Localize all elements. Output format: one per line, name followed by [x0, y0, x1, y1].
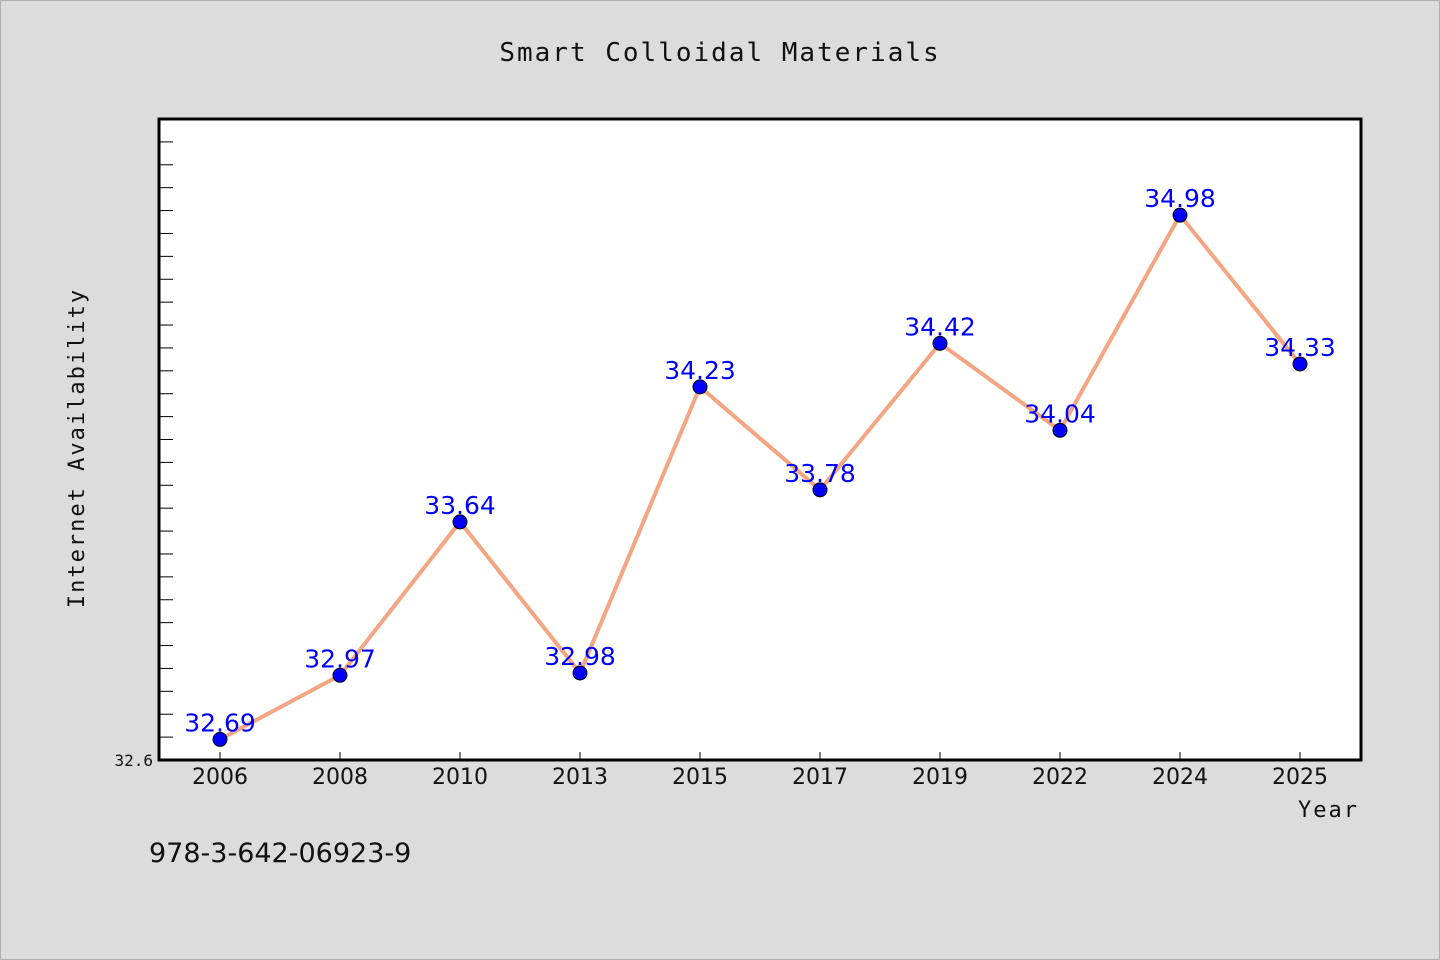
- plot-frame: [157, 117, 1363, 762]
- y-tick-label: 32.6: [114, 751, 153, 770]
- data-markers: [212, 207, 1308, 747]
- data-label: 32.69: [184, 708, 256, 737]
- x-tick-label: 2025: [1272, 765, 1328, 790]
- data-point: [812, 482, 828, 498]
- chart-title: Smart Colloidal Materials: [499, 38, 940, 68]
- data-point: [1172, 207, 1188, 223]
- data-label: 34.04: [1024, 399, 1096, 428]
- data-label: 34.33: [1264, 333, 1336, 362]
- x-tick-label: 2017: [792, 765, 848, 790]
- data-point: [1292, 356, 1308, 372]
- data-point: [212, 731, 228, 747]
- data-point: [572, 665, 588, 681]
- data-label: 33.78: [784, 459, 856, 488]
- series-line-group: [219, 213, 1302, 742]
- x-tick-label: 2015: [672, 765, 728, 790]
- data-label: 34.42: [904, 312, 976, 341]
- data-labels: 32.69 32.97 33.64 32.98 34.23 33.78 34.42 34.04…: [184, 184, 1336, 737]
- data-point: [332, 667, 348, 683]
- y-tick-labels: 32.6: [114, 751, 153, 770]
- data-point: [932, 335, 948, 351]
- data-label: 33.64: [424, 491, 496, 520]
- x-tick-label: 2010: [432, 765, 488, 790]
- x-tick-labels: 2006 2008 2010 2013 2015 2017 2019 2022 2024 2025: [192, 765, 1328, 790]
- y-axis-label: Internet Availability: [65, 288, 90, 608]
- isbn-footer: 978-3-642-06923-9: [149, 838, 411, 869]
- data-label: 34.98: [1144, 184, 1216, 213]
- data-point: [1052, 422, 1068, 438]
- data-point: [452, 514, 468, 530]
- x-tick-label: 2006: [192, 765, 248, 790]
- x-axis-label: Year: [1298, 798, 1359, 823]
- x-tick-label: 2024: [1152, 765, 1208, 790]
- x-tick-label: 2019: [912, 765, 968, 790]
- series-line: [219, 213, 1302, 742]
- data-point: [692, 379, 708, 395]
- data-label: 32.98: [544, 642, 616, 671]
- data-label: 34.23: [664, 356, 736, 385]
- y-minor-ticks: [159, 141, 173, 738]
- x-tick-label: 2022: [1032, 765, 1088, 790]
- x-tick-label: 2013: [552, 765, 608, 790]
- data-label: 32.97: [304, 644, 376, 673]
- x-tick-label: 2008: [312, 765, 368, 790]
